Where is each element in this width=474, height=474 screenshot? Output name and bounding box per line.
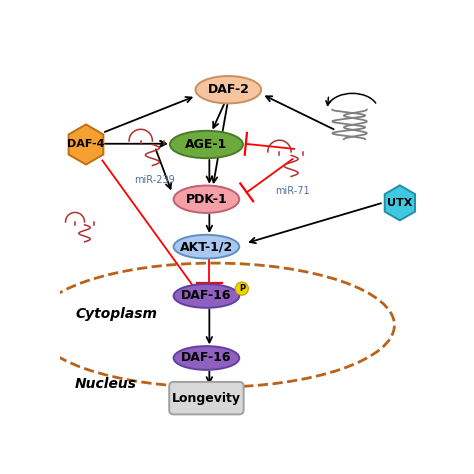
Text: Cytoplasm: Cytoplasm: [75, 307, 157, 321]
Text: Longevity: Longevity: [172, 392, 241, 405]
Ellipse shape: [173, 346, 239, 370]
FancyBboxPatch shape: [169, 382, 244, 414]
Text: UTX: UTX: [387, 198, 412, 208]
Text: miR-71: miR-71: [275, 186, 310, 196]
Text: miR-239: miR-239: [134, 175, 174, 185]
Text: DAF-16: DAF-16: [181, 290, 232, 302]
Ellipse shape: [173, 235, 239, 258]
Circle shape: [235, 282, 248, 295]
Text: DAF-2: DAF-2: [208, 83, 249, 96]
Ellipse shape: [195, 76, 261, 103]
Ellipse shape: [170, 131, 243, 158]
Text: PDK-1: PDK-1: [185, 193, 228, 206]
Text: P: P: [239, 284, 245, 293]
Text: DAF-4: DAF-4: [67, 139, 105, 149]
Ellipse shape: [173, 185, 239, 213]
Text: AKT-1/2: AKT-1/2: [180, 240, 233, 253]
Text: Nucleus: Nucleus: [75, 376, 137, 391]
Text: AGE-1: AGE-1: [185, 138, 228, 151]
Text: DAF-16: DAF-16: [181, 352, 232, 365]
Polygon shape: [385, 185, 415, 220]
Polygon shape: [69, 124, 103, 164]
Ellipse shape: [173, 284, 239, 308]
